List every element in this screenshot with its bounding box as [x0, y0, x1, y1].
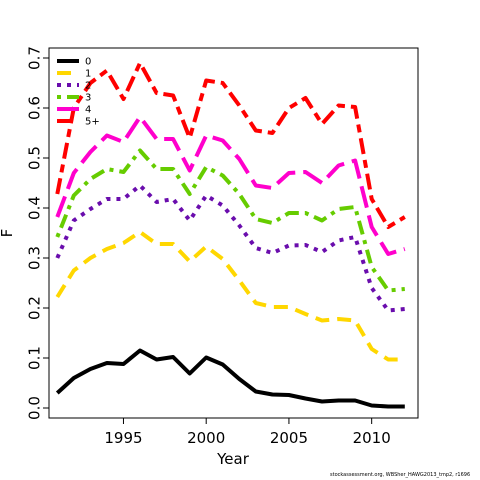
legend-label: 2: [85, 81, 91, 92]
legend-label: 1: [85, 69, 91, 80]
legend-label: 5+: [85, 117, 100, 128]
y-tick-label: 0.0: [26, 396, 44, 420]
series-line-1: [55, 230, 405, 362]
x-tick-label: 2005: [270, 429, 308, 447]
y-tick-label: 0.5: [26, 146, 44, 170]
x-axis-label: Year: [216, 450, 250, 468]
series-line-4: [55, 115, 406, 256]
legend-label: 0: [85, 57, 91, 68]
series-line-5plus: [55, 61, 406, 229]
x-tick-label: 1995: [104, 429, 142, 447]
series-line-0: [55, 348, 405, 409]
x-tick-label: 2000: [187, 429, 225, 447]
y-tick-label: 0.7: [26, 46, 44, 70]
y-tick-label: 0.6: [26, 96, 44, 120]
legend-label: 4: [85, 105, 91, 116]
legend-label: 3: [85, 93, 91, 104]
y-tick-label: 0.2: [26, 296, 44, 320]
axis-layer: 1995 2000 2005 2010 0.0 0.1 0.2 0.3 0.4 0.5 0.6 0.7: [26, 46, 391, 447]
y-tick-label: 0.3: [26, 246, 44, 270]
y-tick-label: 0.1: [26, 346, 44, 370]
plot-frame: [48, 47, 419, 419]
series-layer: [55, 61, 406, 409]
x-tick-label: 2010: [353, 429, 391, 447]
series-line-3: [55, 148, 405, 293]
footer-source-text: stockassessment.org, WBSher_HAWG2013_tmp…: [330, 472, 471, 478]
y-axis-label: F: [0, 229, 16, 238]
y-tick-label: 0.4: [26, 196, 44, 220]
